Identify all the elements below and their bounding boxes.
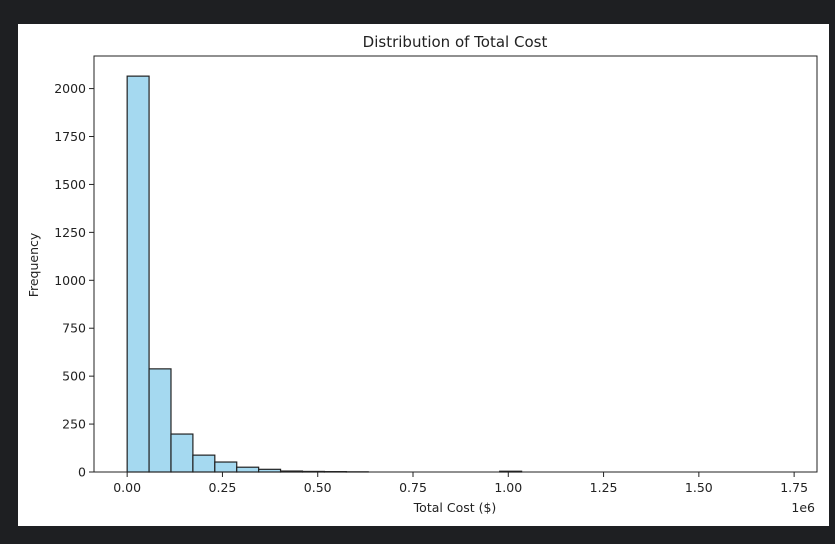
x-tick-label: 0.25 [209,480,237,495]
chart-title: Distribution of Total Cost [363,33,548,51]
x-tick-label: 1.75 [780,480,808,495]
x-tick-label: 0.50 [304,480,332,495]
y-tick-label: 2000 [54,81,86,96]
x-axis-ticks: 0.00 0.25 0.50 0.75 1.00 1.25 1.50 1.75 [113,472,808,495]
x-tick-label: 0.75 [399,480,427,495]
x-axis-offset-text: 1e6 [791,500,815,515]
histogram-chart: Distribution of Total Cost 0.00 0.25 0.50 0… [26,33,818,515]
x-tick-label: 1.00 [494,480,522,495]
histogram-bar [214,461,238,473]
y-tick-label: 500 [62,369,86,384]
y-tick-label: 1750 [54,129,86,144]
histogram-bar [170,433,194,473]
x-tick-label: 1.50 [685,480,713,495]
y-tick-label: 1500 [54,177,86,192]
chart-figure: Distribution of Total Cost 0.00 0.25 0.50 0… [18,24,829,526]
y-tick-label: 1250 [54,225,86,240]
y-tick-label: 250 [62,417,86,432]
y-axis-label: Frequency [26,232,41,297]
histogram-bar [192,454,216,473]
x-axis-label: Total Cost ($) [413,500,497,515]
bars [126,75,523,473]
y-tick-label: 1000 [54,273,86,288]
histogram-bar [236,466,260,473]
x-tick-label: 1.25 [590,480,618,495]
y-tick-label: 750 [62,321,86,336]
x-tick-label: 0.00 [113,480,141,495]
histogram-bar [126,75,150,473]
y-axis-ticks: 0 250 500 750 1000 1250 1500 1750 2000 [54,81,94,480]
histogram-bar [148,368,172,473]
plot-area-frame [93,55,818,473]
y-tick-label: 0 [78,465,86,480]
